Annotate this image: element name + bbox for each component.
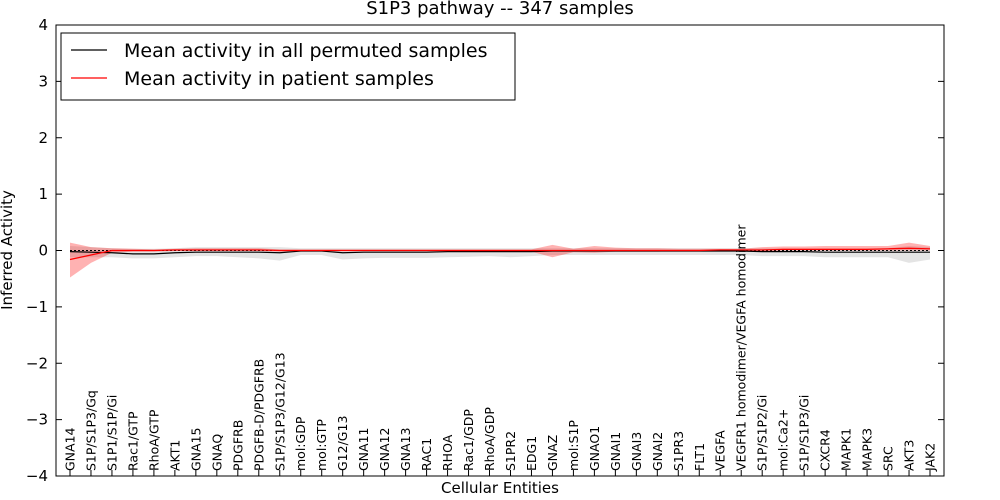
x-tick-label: SRC: [881, 446, 896, 471]
x-tick-label: S1P1/S1P/Gi: [104, 395, 119, 471]
line-patient: [69, 247, 931, 261]
legend-label-permuted: Mean activity in all permuted samples: [124, 40, 487, 62]
line-permuted: [69, 250, 930, 255]
y-tick-label: −2: [26, 354, 48, 372]
x-tick-label: MAPK3: [860, 428, 875, 471]
x-tick-label: AKT1: [167, 440, 182, 471]
x-tick-label: GNAO1: [587, 426, 602, 471]
y-tick-label: −4: [26, 467, 48, 485]
y-tick-label: 3: [38, 72, 48, 90]
y-tick-label: 0: [38, 242, 48, 260]
x-tick-label: VEGFR1 homodimer/VEGFA homodimer: [734, 224, 749, 471]
x-tick-label: G12/G13: [335, 416, 350, 471]
legend: Mean activity in all permuted samples Me…: [60, 32, 516, 101]
x-tick-label: GNAI2: [650, 432, 665, 471]
band-patient: [70, 242, 930, 278]
chart-title: S1P3 pathway -- 347 samples: [366, 0, 634, 19]
x-tick-label: FLT1: [692, 443, 707, 471]
x-tick-label: GNA15: [188, 428, 203, 472]
x-tick-label: RhoA/GDP: [482, 407, 497, 471]
x-tick-label: mol:S1P: [566, 420, 581, 471]
x-tick-label: RHOA: [440, 434, 455, 471]
x-tick-label: S1P/S1P3/Gq: [83, 390, 98, 471]
y-axis: −4 −3 −2 −1 0 1 2 3 4: [26, 16, 944, 485]
x-tick-label: mol:Ca2+: [776, 409, 791, 471]
series-lines: [69, 247, 931, 261]
x-tick-label: GNA13: [398, 428, 413, 472]
x-tick-label: S1PR3: [671, 431, 686, 471]
x-tick-label: S1P/S1P3/G12/G13: [272, 352, 287, 471]
x-tick-label: GNAI3: [629, 432, 644, 471]
x-tick-label: mol:GTP: [314, 419, 329, 471]
x-tick-label: GNA12: [377, 428, 392, 472]
x-axis: GNA14 S1P/S1P3/Gq S1P1/S1P/Gi Rac1/GTP RhoA/…: [63, 224, 938, 476]
y-tick-label: 4: [38, 16, 48, 34]
x-tick-label: RhoA/GTP: [146, 409, 161, 471]
x-tick-label: GNAI1: [608, 432, 623, 471]
y-tick-label: 1: [38, 185, 48, 203]
x-tick-label: Rac1/GDP: [461, 409, 476, 471]
x-tick-label: VEGFA: [713, 430, 728, 471]
x-tick-label: S1PR2: [503, 431, 518, 471]
x-tick-label: S1P/S1P2/Gi: [755, 395, 770, 471]
x-tick-label: GNA11: [356, 428, 371, 472]
x-axis-label: Cellular Entities: [441, 479, 559, 497]
y-axis-label: Inferred Activity: [0, 190, 16, 310]
x-tick-label: GNAZ: [545, 435, 560, 471]
confidence-bands: [70, 242, 930, 278]
x-tick-label: AKT3: [902, 440, 917, 471]
x-tick-label: GNAQ: [209, 434, 224, 471]
x-tick-label: EDG1: [524, 436, 539, 471]
legend-label-patient: Mean activity in patient samples: [124, 68, 434, 90]
x-tick-label: PDGFB-D/PDGFRB: [251, 359, 266, 471]
legend-box: [60, 32, 516, 101]
x-tick-label: S1P/S1P3/Gi: [797, 395, 812, 471]
x-tick-label: PDGFRB: [230, 420, 245, 471]
x-tick-label: CXCR4: [818, 429, 833, 471]
y-tick-label: −1: [26, 298, 48, 316]
y-tick-label: −3: [26, 411, 48, 429]
y-tick-label: 2: [38, 129, 48, 147]
x-tick-label: MAPK1: [839, 428, 854, 471]
x-tick-label: GNA14: [63, 427, 78, 471]
x-tick-label: JAK2: [923, 443, 938, 472]
x-tick-label: mol:GDP: [293, 416, 308, 471]
x-tick-label: Rac1/GTP: [125, 411, 140, 471]
x-tick-label: RAC1: [419, 438, 434, 471]
